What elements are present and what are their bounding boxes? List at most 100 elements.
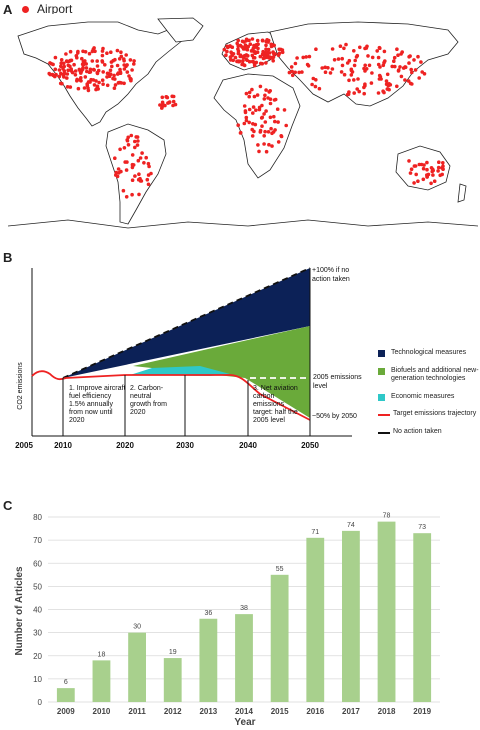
airport-point [317, 86, 322, 91]
b-xtick-2030: 2030 [176, 441, 194, 450]
airport-point [158, 103, 162, 107]
airport-point [297, 70, 301, 75]
x-tick-label: 2013 [199, 707, 217, 716]
airport-point [313, 84, 318, 89]
airport-point [228, 44, 232, 49]
bar-value-label: 19 [169, 649, 177, 656]
airport-point [310, 82, 314, 87]
airport-point [264, 47, 268, 51]
airport-point [90, 59, 95, 63]
airport-point [269, 44, 274, 49]
airport-point [387, 87, 391, 92]
airport-point [375, 49, 380, 53]
africa-land [213, 73, 301, 179]
bar-value-label: 74 [347, 522, 355, 529]
airport-point [244, 91, 249, 96]
x-tick-label: 2015 [271, 707, 289, 716]
goal1-line-2: fuel efficiency [69, 393, 112, 400]
airport-point [323, 65, 328, 70]
no-action-line [62, 267, 311, 379]
airport-point [429, 166, 434, 170]
airport-point [257, 149, 261, 154]
airport-point [97, 80, 101, 85]
airport-point [133, 174, 137, 178]
airport-point [387, 82, 391, 86]
legend-line-no-action [378, 431, 390, 434]
airport-point [263, 129, 267, 134]
airport-point [268, 97, 273, 101]
airport-point [83, 59, 87, 63]
airport-point [289, 65, 294, 69]
airport-point [376, 91, 381, 95]
airport-point [80, 62, 85, 67]
airport-point [425, 167, 429, 172]
airport-point [276, 140, 281, 144]
airport-point [393, 64, 397, 69]
y-tick-label: 20 [33, 652, 42, 661]
airport-point [65, 85, 70, 89]
airport-point [395, 84, 399, 89]
airport-point [255, 38, 260, 43]
airport-point [53, 55, 58, 60]
airport-point [240, 62, 244, 67]
airport-point [264, 61, 268, 65]
economic-measures-area [130, 366, 230, 376]
airport-point [362, 85, 366, 90]
airport-point [65, 72, 70, 76]
airport-point [365, 44, 369, 49]
airport-point [124, 53, 128, 57]
airport-point [125, 70, 130, 74]
airport-point [86, 80, 91, 84]
bar-value-label: 36 [204, 610, 212, 617]
airport-point [392, 55, 397, 60]
antarctica-coast [8, 219, 478, 229]
airport-point [116, 167, 121, 171]
airport-point [422, 163, 426, 167]
airport-point [146, 182, 151, 187]
aviation-emissions-diagram: CO2 emissions 2005 2010 2020 2030 2040 2… [15, 267, 362, 450]
x-tick-label: 2010 [93, 707, 111, 716]
legend-label-biofuels: Biofuels and additional new-generation t… [391, 366, 479, 383]
airport-point [284, 123, 289, 128]
airport-point [77, 67, 82, 72]
airport-point [171, 99, 176, 104]
b-xtick-2040: 2040 [239, 441, 257, 450]
airport-point [378, 46, 382, 50]
bar-value-label: 38 [240, 605, 248, 612]
airport-point [238, 131, 243, 135]
airport-point [127, 74, 131, 78]
bar-value-label: 18 [98, 651, 106, 658]
airport-point [241, 55, 246, 60]
airport-point [366, 54, 370, 58]
airport-point [92, 68, 96, 72]
airport-point [66, 68, 70, 73]
airport-point [290, 73, 295, 78]
airport-point [264, 43, 268, 48]
airport-point [242, 40, 246, 44]
airport-point [339, 70, 344, 74]
airport-point [105, 75, 109, 79]
airport-point [258, 54, 263, 59]
airport-point [398, 65, 402, 69]
y-tick-label: 60 [33, 559, 42, 568]
airport-point [86, 88, 91, 93]
legend-swatch-economic [378, 393, 385, 401]
airport-point [119, 50, 123, 54]
airport-point [263, 93, 267, 98]
airport-point [399, 52, 403, 56]
airport-point [115, 48, 120, 53]
greenland-land [157, 17, 204, 43]
airport-point [410, 82, 414, 86]
airport-point [91, 78, 96, 82]
x-tick-label: 2019 [413, 707, 431, 716]
legend-item-economic: Economic measures [378, 393, 480, 402]
airport-point [441, 161, 445, 165]
airport-point [314, 78, 318, 82]
airport-point [409, 167, 414, 171]
airport-point [241, 59, 245, 63]
airport-point [441, 167, 445, 171]
panel-label-a: A [3, 2, 13, 17]
legend-label-economic: Economic measures [391, 392, 455, 400]
airport-point [137, 172, 141, 176]
airport-point [228, 58, 233, 62]
